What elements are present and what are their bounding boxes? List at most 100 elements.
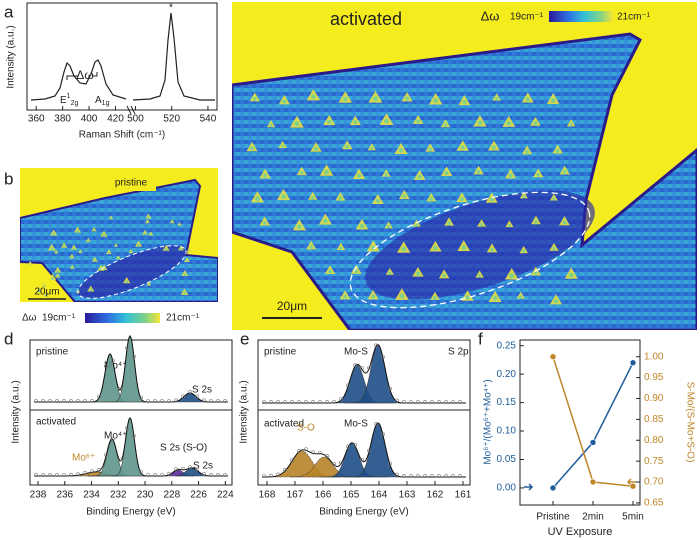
feature-core xyxy=(533,121,538,125)
data-point xyxy=(76,472,80,477)
peak-label: S 2p xyxy=(448,347,469,358)
feature-core xyxy=(384,118,389,124)
peak-label: S-O xyxy=(297,423,315,434)
x-tick-label: 380 xyxy=(54,114,71,125)
data-point xyxy=(283,467,287,472)
condition-label: activated xyxy=(36,417,76,428)
data-point xyxy=(188,465,192,469)
colorbar-max: 21cm⁻¹ xyxy=(617,12,651,23)
feature-core xyxy=(262,220,267,225)
data-point xyxy=(311,400,315,404)
colorbar-symbol: Δω xyxy=(22,313,37,324)
map-c: activated Δω 19cm⁻¹ 21cm⁻¹ 20μm xyxy=(232,2,697,330)
map-b: pristine 20μm xyxy=(20,168,218,302)
feature-core xyxy=(429,197,433,201)
y2-tick-label: 0.90 xyxy=(644,393,664,404)
y2-tick-label: 0.85 xyxy=(644,414,664,425)
feature xyxy=(54,272,61,278)
feature-core xyxy=(183,291,186,295)
data-point xyxy=(353,442,357,447)
data-point xyxy=(34,399,38,403)
data-point xyxy=(430,474,434,478)
data-point xyxy=(402,474,406,478)
feature-core xyxy=(144,232,147,235)
feature-core xyxy=(353,120,358,125)
feature-core xyxy=(459,197,464,202)
panel-label: f xyxy=(478,329,483,348)
axis-break xyxy=(126,105,132,115)
feature-core xyxy=(489,197,494,202)
feature xyxy=(530,215,541,225)
colorbar-min: 19cm⁻¹ xyxy=(510,12,544,23)
data-point xyxy=(83,470,87,475)
data-point xyxy=(458,400,462,404)
peak-label: S 2s xyxy=(193,461,213,472)
feature-core xyxy=(253,96,257,101)
feature xyxy=(308,191,318,200)
data-point xyxy=(41,473,45,477)
data-point xyxy=(381,432,385,437)
spectrum-curve xyxy=(132,12,215,101)
data-point xyxy=(97,394,101,399)
data-point xyxy=(416,400,420,404)
feature-core xyxy=(343,294,347,299)
series-line xyxy=(552,356,634,487)
feature xyxy=(566,119,576,127)
data-point xyxy=(146,473,150,477)
feature-core xyxy=(415,223,418,227)
x-tick-label: 228 xyxy=(163,490,180,501)
feature xyxy=(122,276,131,284)
feature xyxy=(177,222,182,226)
x-tick-label: 238 xyxy=(30,490,47,501)
feature-core xyxy=(447,221,451,225)
data-point xyxy=(202,472,206,476)
feature xyxy=(148,231,154,236)
feature xyxy=(169,219,175,224)
data-point xyxy=(451,400,455,404)
colorbar xyxy=(85,313,160,323)
x-tick-label: 400 xyxy=(81,114,98,125)
data-point xyxy=(332,399,336,404)
colorbar xyxy=(549,11,613,22)
peak-label: Mo⁴⁺ xyxy=(104,431,127,442)
panel-e: pristine Mo-S S 2p activated S-O Mo-S Bi… xyxy=(239,339,472,518)
feature xyxy=(477,219,487,227)
feature-core xyxy=(416,119,420,124)
data-point xyxy=(160,473,164,477)
feature-core xyxy=(417,174,422,179)
data-point xyxy=(276,400,280,404)
feature-core xyxy=(164,248,168,251)
feature-core xyxy=(79,251,82,254)
delta-bracket xyxy=(66,72,98,80)
y2-tick-label: 0.65 xyxy=(644,498,664,509)
data-point xyxy=(111,358,115,363)
data-point xyxy=(104,453,108,457)
scale-label: 20μm xyxy=(277,299,307,313)
feature-core xyxy=(89,288,93,292)
feature xyxy=(178,245,184,251)
feature-core xyxy=(476,169,481,174)
feature-core xyxy=(327,119,332,125)
data-point xyxy=(167,399,171,403)
feature-core xyxy=(93,229,95,232)
data-point xyxy=(283,400,287,404)
feature-core xyxy=(443,123,448,127)
feature-core xyxy=(323,218,328,224)
data-point xyxy=(549,353,557,361)
data-point xyxy=(132,434,136,438)
feature xyxy=(549,193,558,201)
data-point xyxy=(181,466,185,471)
x-tick-label: 166 xyxy=(315,490,332,501)
feature-core xyxy=(478,274,482,278)
feature xyxy=(425,143,436,152)
feature xyxy=(69,264,75,269)
feature xyxy=(114,243,119,247)
axis-arrow xyxy=(626,478,636,486)
data-point xyxy=(97,468,101,472)
feature xyxy=(128,249,134,254)
data-point xyxy=(360,457,364,462)
feature-core xyxy=(465,295,470,300)
feature-core xyxy=(313,146,318,151)
x-axis-label: UV Exposure xyxy=(548,526,613,538)
